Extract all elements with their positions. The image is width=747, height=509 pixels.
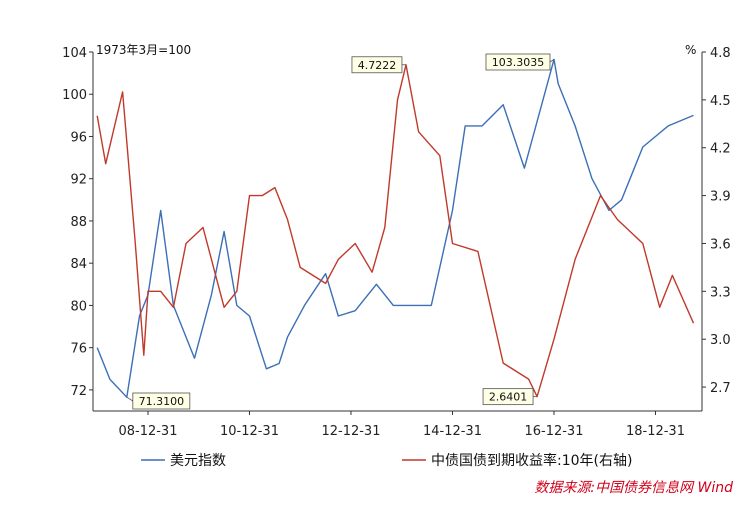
legend-label-cgb-yield: 中债国债到期收益率:10年(右轴) <box>431 452 632 469</box>
right-tick-label: 4.8 <box>710 46 731 61</box>
callout-leader <box>126 396 134 402</box>
x-tick-label: 18-12-31 <box>626 424 685 439</box>
callout-box <box>485 53 551 71</box>
right-tick-label: 3.9 <box>710 190 731 205</box>
series-line-cgb-yield <box>96 64 695 398</box>
callout-box <box>132 392 191 410</box>
x-tick-label: 10-12-31 <box>220 424 279 439</box>
left-tick-label: 80 <box>70 299 87 314</box>
callout-label: 2.6401 <box>489 391 528 404</box>
left-tick-label: 104 <box>62 46 87 61</box>
left-tick-label: 92 <box>70 173 87 188</box>
callout-label: 4.7222 <box>358 59 397 72</box>
legend-label-usd-index: 美元指数 <box>170 453 226 469</box>
callout-label: 103.3035 <box>492 56 545 69</box>
right-tick-label: 2.7 <box>710 381 731 396</box>
right-tick-label: 4.2 <box>710 142 731 157</box>
callout-box <box>351 56 403 74</box>
axes <box>92 52 703 412</box>
series-line-usd-index <box>96 58 694 398</box>
data-source-note: 数据来源:中国债券信息网 Wind <box>534 480 733 496</box>
x-tick-label: 08-12-31 <box>118 424 177 439</box>
series-lines <box>96 58 695 398</box>
x-tick-label: 12-12-31 <box>321 424 380 439</box>
x-tick-label: 16-12-31 <box>524 424 583 439</box>
x-ticks: 08-12-31 10-12-31 12-12-31 14-12-31 16-12-31… <box>118 411 685 439</box>
left-tick-label: 88 <box>70 215 87 230</box>
right-tick-label: 3.3 <box>710 285 731 300</box>
left-tick-label: 76 <box>70 342 87 357</box>
right-tick-label: 4.5 <box>710 94 731 109</box>
left-tick-label: 72 <box>70 384 87 399</box>
right-tick-label: 3.6 <box>710 237 731 252</box>
left-axis-unit: 1973年3月=100 <box>96 43 191 57</box>
left-tick-label: 84 <box>70 257 87 272</box>
callout-box <box>482 388 534 406</box>
right-tick-label: 3.0 <box>710 333 731 348</box>
right-ticks: 2.7 3.0 3.3 3.6 3.9 4.2 4.5 4.8 <box>702 46 731 396</box>
callout-leader <box>549 59 555 63</box>
left-ticks: 72 76 80 84 88 92 96 100 104 <box>62 46 93 399</box>
left-tick-label: 96 <box>70 130 87 145</box>
right-axis-unit: % <box>685 43 696 57</box>
x-tick-label: 14-12-31 <box>423 424 482 439</box>
callout-label: 71.3100 <box>139 395 185 408</box>
callouts: 71.3100 103.3035 4.7222 2.6401 <box>126 53 555 410</box>
legend: 美元指数 中债国债到期收益率:10年(右轴) <box>141 452 632 469</box>
left-tick-label: 100 <box>62 88 87 103</box>
